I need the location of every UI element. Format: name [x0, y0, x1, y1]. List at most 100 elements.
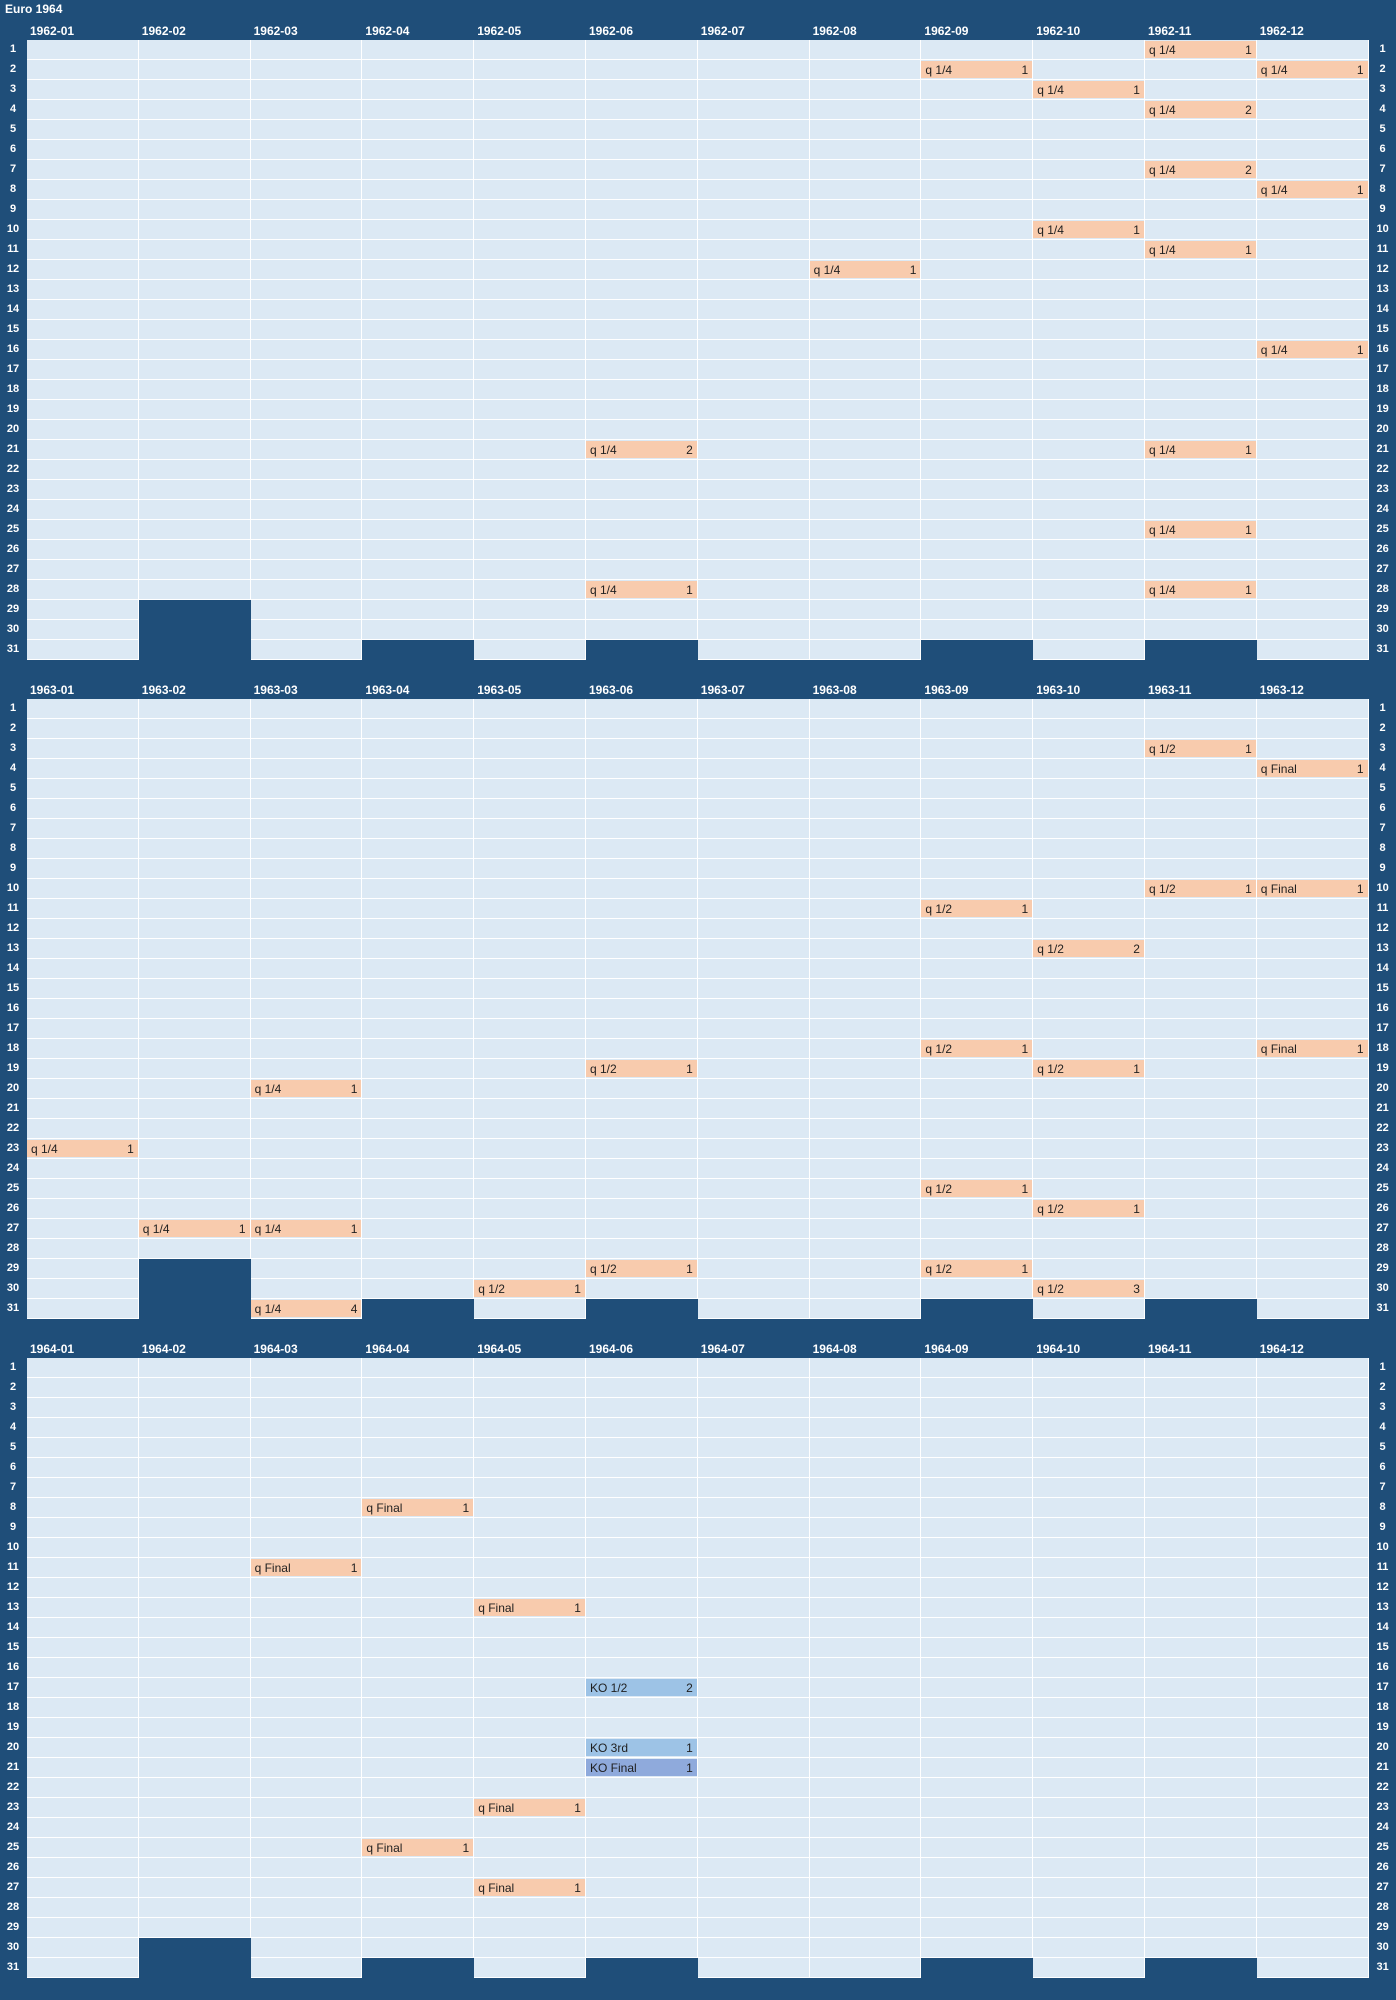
day-cell: [1145, 779, 1256, 798]
day-cell: [250, 699, 362, 718]
day-cell: [27, 1758, 138, 1777]
day-label-right: 21: [1376, 443, 1389, 455]
day-cell: [697, 1878, 809, 1897]
day-cell: [1145, 220, 1256, 239]
match-event: q 1/4 2: [586, 441, 697, 458]
day-cell: [250, 1518, 362, 1537]
day-cell: [809, 1378, 921, 1397]
day-cell: [1256, 1558, 1368, 1577]
day-cell: [250, 1578, 362, 1597]
day-cell: [474, 1418, 585, 1437]
day-cell: [1256, 1818, 1368, 1837]
day-cell: [1033, 1798, 1144, 1817]
day-cell: [809, 839, 921, 858]
day-cell: [138, 1378, 250, 1397]
day-cell: [921, 1858, 1033, 1877]
day-cell: [138, 1878, 250, 1897]
day-cell: [1256, 1239, 1368, 1258]
day-cell: [1256, 240, 1368, 259]
day-cell: [1033, 959, 1144, 978]
day-cell: [250, 779, 362, 798]
day-cell: [697, 420, 809, 439]
day-label-right: 15: [1376, 1641, 1389, 1653]
event-label: q 1/4: [254, 1221, 282, 1236]
day-label-left: 31: [6, 1961, 20, 1973]
event-label: q 1/4: [1149, 442, 1176, 457]
day-cell: [586, 560, 697, 579]
day-label-right: 27: [1376, 1222, 1389, 1234]
day-cell: [921, 1139, 1033, 1158]
day-cell: [250, 1398, 362, 1417]
day-cell: [474, 739, 585, 758]
month-header: 1962-11: [1148, 24, 1192, 38]
day-cell: [250, 1059, 362, 1078]
day-cell: [586, 1239, 697, 1258]
day-cell: [809, 1658, 921, 1677]
day-cell: [1256, 580, 1368, 599]
day-cell: [1033, 280, 1144, 299]
day-cell: [138, 1019, 250, 1038]
day-cell: [1145, 1119, 1256, 1138]
day-cell: [1256, 1299, 1368, 1318]
match-event: q 1/4 1: [1256, 181, 1368, 198]
day-cell: [1256, 779, 1368, 798]
day-cell: [1145, 839, 1256, 858]
day-cell: [1145, 1758, 1256, 1777]
day-cell: [362, 1279, 474, 1298]
day-cell: [921, 799, 1033, 818]
day-cell: [362, 420, 474, 439]
day-cell: [697, 1638, 809, 1657]
event-count: 2: [686, 1680, 693, 1695]
day-cell: [250, 240, 362, 259]
day-cell: [474, 200, 585, 219]
day-cell: [921, 120, 1033, 139]
day-cell: [1256, 1079, 1368, 1098]
day-cell: [921, 560, 1033, 579]
event-count: 1: [1356, 342, 1364, 357]
day-cell: [27, 779, 138, 798]
event-label: q 1/2: [1149, 881, 1176, 896]
day-cell: [474, 1358, 585, 1377]
day-cell: [1145, 1418, 1256, 1437]
day-label-right: 13: [1376, 942, 1389, 954]
event-label: KO 1/2: [590, 1680, 628, 1695]
event-count: 1: [574, 1880, 581, 1895]
day-cell: [921, 620, 1033, 639]
day-cell: [809, 1259, 921, 1278]
day-cell: [921, 1219, 1033, 1238]
month-header: 1964-11: [1148, 1342, 1192, 1356]
day-cell: [362, 1798, 474, 1817]
day-cell: [1256, 1738, 1368, 1757]
day-label-left: 28: [6, 1901, 20, 1913]
day-cell: [362, 240, 474, 259]
day-cell: [809, 420, 921, 439]
day-cell: [1033, 1239, 1144, 1258]
day-cell: [697, 1598, 809, 1617]
day-cell: [1145, 1558, 1256, 1577]
day-cell: [1256, 959, 1368, 978]
day-cell: [250, 1898, 362, 1917]
day-cell: [362, 859, 474, 878]
day-cell: [362, 1858, 474, 1877]
day-cell: [1033, 1918, 1144, 1937]
day-cell: [138, 180, 250, 199]
event-label: q Final: [478, 1600, 515, 1615]
empty-day-cell: [138, 1259, 251, 1279]
day-cell: [474, 819, 585, 838]
day-cell: [697, 899, 809, 918]
day-cell: [697, 120, 809, 139]
event-count: 1: [574, 1600, 581, 1615]
day-cell: [809, 400, 921, 419]
match-event: KO Final 1: [586, 1759, 697, 1776]
day-cell: [1145, 1438, 1256, 1457]
day-cell: [138, 979, 250, 998]
day-cell: [250, 40, 362, 59]
day-cell: [1033, 1678, 1144, 1697]
day-cell: [1256, 200, 1368, 219]
day-cell: [697, 879, 809, 898]
day-cell: [1145, 260, 1256, 279]
day-cell: [809, 60, 921, 79]
day-cell: [138, 160, 250, 179]
day-cell: [1256, 999, 1368, 1018]
event-count: 1: [350, 1560, 358, 1575]
